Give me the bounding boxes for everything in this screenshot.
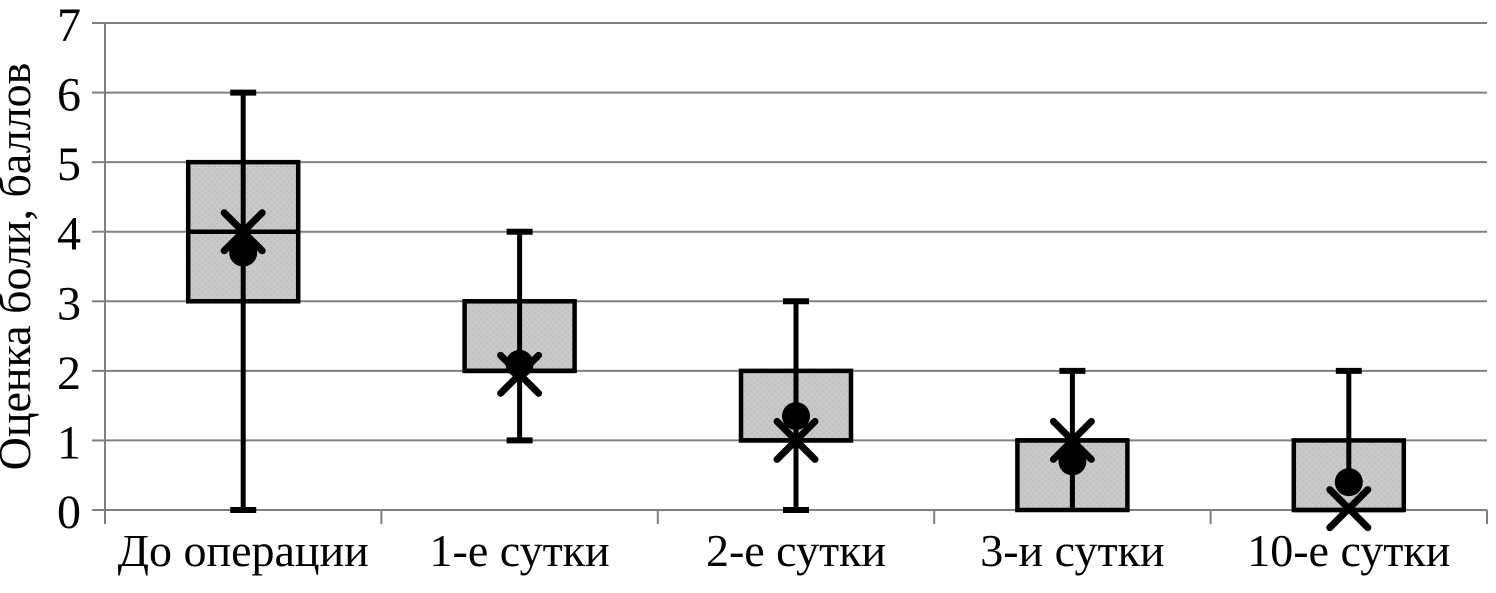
y-axis-tick-label: 4	[57, 208, 81, 261]
x-axis-category-label: 10-е сутки	[1247, 525, 1450, 576]
x-marker	[220, 209, 266, 255]
x-marker	[773, 417, 819, 463]
x-axis-category-label: До операции	[118, 525, 369, 576]
dot-marker	[782, 402, 810, 431]
x-marker	[1326, 486, 1372, 532]
dot-marker	[1334, 468, 1363, 497]
y-axis-title: Оценка боли, баллов	[0, 63, 40, 471]
y-axis-tick-label: 5	[57, 138, 81, 191]
y-axis-tick-label: 6	[57, 69, 81, 122]
x-marker	[1049, 417, 1095, 463]
box-group-5	[1291, 367, 1407, 532]
box-group-2	[462, 228, 577, 444]
y-axis-tick-label: 0	[57, 486, 81, 539]
box-group-3	[738, 298, 854, 513]
box-group-1	[185, 89, 301, 513]
x-axis-category-label: 2-е сутки	[706, 525, 886, 576]
dot-marker	[505, 349, 534, 378]
y-axis-tick-label: 2	[57, 347, 81, 400]
y-axis-tick-label: 3	[57, 277, 81, 330]
y-axis-tick-label: 1	[57, 416, 81, 469]
y-axis-tick-label: 7	[57, 0, 81, 52]
dot-marker	[229, 238, 258, 267]
dot-marker	[1058, 447, 1087, 476]
box-group-4	[1015, 367, 1130, 513]
x-axis-category-label: 1-е сутки	[430, 525, 610, 576]
x-axis-category-label: 3-и сутки	[980, 525, 1164, 576]
plot-area: 0 1 2 3 4 5 6 7 До операции 1-е сутки 2-е сутки 3-и…	[0, 0, 1488, 576]
